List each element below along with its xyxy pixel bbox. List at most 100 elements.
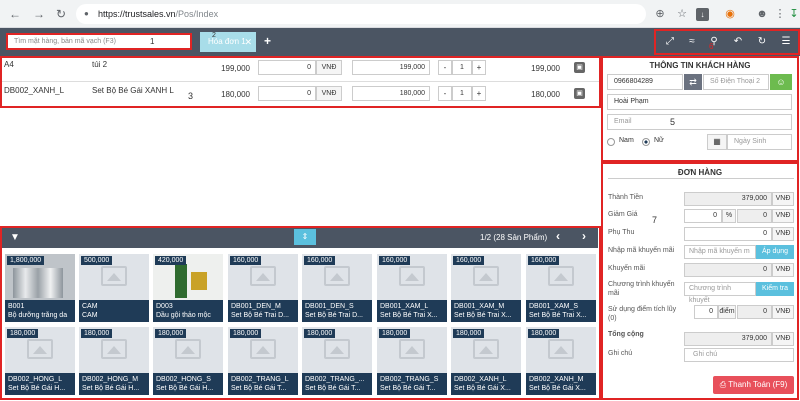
product-card[interactable]: 160,000 DB001_DEN_M Set Bộ Bé Trai D...: [227, 253, 298, 322]
birthday-input[interactable]: Ngày Sinh: [727, 134, 792, 150]
refresh-icon[interactable]: ↻: [757, 36, 767, 47]
program-input[interactable]: Chương trình khuyết: [684, 282, 756, 304]
product-region: [0, 226, 601, 400]
pay-label: Thanh Toán (F9): [728, 380, 788, 389]
image-placeholder-icon: [250, 339, 276, 359]
address-bar[interactable]: ● https://trustsales.vn/Pos/Index: [76, 4, 646, 24]
phone-input[interactable]: 0966804289: [607, 74, 683, 90]
update-icon[interactable]: ↧: [789, 8, 799, 20]
lock-icon: ●: [84, 9, 89, 18]
product-card[interactable]: 180,000 DB002_TRANG_... Set Bộ Bé Gái T...: [301, 326, 372, 395]
divider: [608, 178, 794, 179]
phone2-input[interactable]: Số Điện Thoại 2: [703, 74, 769, 90]
promo-value: 0: [684, 263, 772, 277]
trash-icon[interactable]: ▣: [574, 62, 585, 73]
next-page-icon[interactable]: ›: [582, 229, 586, 243]
collapse-toggle-icon[interactable]: ⇕: [294, 229, 316, 245]
product-price: 420,000: [155, 256, 187, 265]
note-input[interactable]: Ghi chú: [684, 348, 794, 362]
discount-unit[interactable]: VNĐ: [316, 86, 342, 101]
cart-item-price: 199,000: [221, 64, 250, 73]
product-info: DB002_HONG_S Set Bộ Bé Gái H...: [153, 373, 223, 395]
product-card[interactable]: 1,800,000 B001 Bộ dưỡng trắng da: [4, 253, 75, 322]
image-placeholder-icon: [548, 339, 574, 359]
product-card[interactable]: 180,000 DB002_TRANG_L Set Bộ Bé Gái T...: [227, 326, 298, 395]
product-card[interactable]: 180,000 DB002_XANH_M Set Bộ Bé Gái X...: [525, 326, 596, 395]
apply-promo-button[interactable]: Áp dụng: [756, 245, 794, 259]
points-input[interactable]: 0: [694, 305, 718, 319]
fullscreen-icon[interactable]: ⤢: [666, 36, 674, 47]
qty-minus-button[interactable]: -: [438, 60, 452, 75]
annotation-3: 3: [188, 91, 194, 101]
annotation-2: 2: [212, 32, 216, 39]
radio-female[interactable]: [642, 138, 650, 146]
qty-plus-button[interactable]: +: [472, 86, 486, 101]
product-image: [79, 254, 149, 302]
location-pin-icon[interactable]: ⚲: [710, 36, 718, 47]
download-icon[interactable]: ↓: [696, 8, 709, 21]
filter-icon[interactable]: ▼: [10, 232, 20, 243]
product-code: B001: [8, 303, 25, 310]
product-name: Bộ dưỡng trắng da: [8, 312, 68, 319]
add-tab-button[interactable]: +: [264, 34, 272, 48]
close-tab-icon[interactable]: ✕: [244, 37, 252, 47]
qty-input[interactable]: 1: [452, 60, 472, 75]
product-card[interactable]: 160,000 DB001_XAM_L Set Bộ Bé Trai X...: [376, 253, 447, 322]
sale-price-input[interactable]: 199,000: [352, 60, 430, 75]
cart-item-total: 199,000: [531, 64, 560, 73]
product-card[interactable]: 160,000 DB001_DEN_S Set Bộ Bé Trai D...: [301, 253, 372, 322]
sale-price-input[interactable]: 180,000: [352, 86, 430, 101]
calendar-icon[interactable]: ▦: [707, 134, 727, 150]
reload-icon[interactable]: ↻: [55, 7, 67, 21]
product-toolbar: ▼ ⇕ 1/2 (28 Sản Phẩm) ‹ ›: [2, 228, 598, 248]
zoom-icon[interactable]: ⊕: [655, 8, 665, 20]
check-program-button[interactable]: Kiểm tra: [756, 282, 794, 296]
add-user-icon[interactable]: ☺: [770, 74, 792, 90]
product-card[interactable]: 500,000 CAM CAM: [78, 253, 149, 322]
product-card[interactable]: 180,000 DB002_HONG_S Set Bộ Bé Gái H...: [152, 326, 223, 395]
product-card[interactable]: 180,000 DB002_XANH_L Set Bộ Bé Gái X...: [450, 326, 521, 395]
pay-button[interactable]: ⎙ Thanh Toán (F9): [713, 376, 794, 394]
vnd-unit: VNĐ: [772, 192, 794, 206]
back-icon[interactable]: ←: [9, 7, 21, 21]
radio-male[interactable]: [607, 138, 615, 146]
product-info: DB001_XAM_S Set Bộ Bé Trai X...: [526, 300, 596, 322]
product-name: Set Bộ Bé Gái H...: [156, 385, 214, 392]
product-card[interactable]: 180,000 DB002_HONG_M Set Bộ Bé Gái H...: [78, 326, 149, 395]
extension-icon[interactable]: ◉: [725, 8, 735, 20]
wifi-icon[interactable]: ≈: [689, 36, 695, 47]
email-input[interactable]: Email: [607, 114, 792, 130]
product-name: Set Bộ Bé Gái T...: [231, 385, 287, 392]
prev-page-icon[interactable]: ‹: [556, 229, 560, 243]
name-input[interactable]: Hoài Phạm: [607, 94, 792, 110]
discount-unit[interactable]: VNĐ: [316, 60, 342, 75]
hamburger-menu-icon[interactable]: ☰: [781, 36, 791, 47]
product-card[interactable]: 160,000 DB001_XAM_S Set Bộ Bé Trai X...: [525, 253, 596, 322]
surcharge-input[interactable]: 0: [684, 227, 772, 241]
product-search-input[interactable]: Tìm mặt hàng, bản mã vạch (F3) 1: [6, 33, 192, 50]
vnd-unit: VNĐ: [772, 332, 794, 346]
qty-minus-button[interactable]: -: [438, 86, 452, 101]
forward-icon[interactable]: →: [33, 7, 45, 21]
discount-input[interactable]: 0: [258, 86, 316, 101]
qty-plus-button[interactable]: +: [472, 60, 486, 75]
product-card[interactable]: 160,000 DB001_XAM_M Set Bộ Bé Trai X...: [450, 253, 521, 322]
tab-invoice-1[interactable]: 2 Hóa đơn 1 ✕: [200, 32, 256, 52]
product-card[interactable]: 180,000 DB002_TRANG_S Set Bộ Bé Gái T...: [376, 326, 447, 395]
swap-icon[interactable]: ⇄: [684, 74, 702, 90]
discount-pct-input[interactable]: 0: [684, 209, 722, 223]
undo-icon[interactable]: ↶: [733, 36, 743, 47]
trash-icon[interactable]: ▣: [574, 88, 585, 99]
image-placeholder-icon: [27, 339, 53, 359]
product-card[interactable]: 180,000 DB002_HONG_L Set Bộ Bé Gái H...: [4, 326, 75, 395]
bookmark-star-icon[interactable]: ☆: [677, 8, 687, 20]
product-card[interactable]: 420,000 D003 Dầu gội thảo mộc: [152, 253, 223, 322]
profile-icon[interactable]: ☻: [756, 8, 768, 20]
promo-code-input[interactable]: Nhập mã khuyến m: [684, 245, 756, 259]
order-region: [601, 162, 799, 400]
qty-input[interactable]: 1: [452, 86, 472, 101]
points-label-2: (0): [608, 315, 617, 322]
discount-input[interactable]: 0: [258, 60, 316, 75]
discount-label: Giảm Giá: [608, 211, 638, 218]
menu-dots-icon[interactable]: ⋮: [774, 8, 786, 20]
